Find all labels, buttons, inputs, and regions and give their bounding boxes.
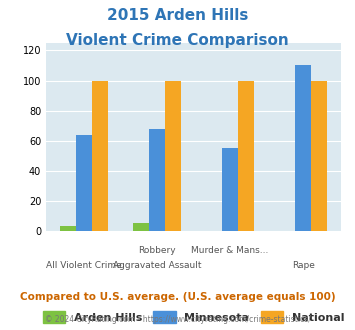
Text: Murder & Mans...: Murder & Mans... [191, 246, 269, 255]
Bar [295, 65, 311, 231]
Bar [92, 81, 108, 231]
Bar [238, 81, 254, 231]
Bar [222, 148, 238, 231]
Bar [133, 223, 149, 231]
Bar [76, 135, 92, 231]
Bar [311, 81, 327, 231]
Bar [165, 81, 181, 231]
Text: Robbery: Robbery [138, 246, 176, 255]
Text: Violent Crime Comparison: Violent Crime Comparison [66, 33, 289, 48]
Text: Compared to U.S. average. (U.S. average equals 100): Compared to U.S. average. (U.S. average … [20, 292, 335, 302]
Text: 2015 Arden Hills: 2015 Arden Hills [107, 8, 248, 23]
Legend: Arden Hills, Minnesota, National: Arden Hills, Minnesota, National [39, 308, 348, 326]
Bar [149, 129, 165, 231]
Text: All Violent Crime: All Violent Crime [46, 261, 121, 270]
Text: © 2024 CityRating.com - https://www.cityrating.com/crime-statistics/: © 2024 CityRating.com - https://www.city… [45, 315, 310, 324]
Text: Aggravated Assault: Aggravated Assault [113, 261, 201, 270]
Bar [60, 226, 76, 231]
Text: Rape: Rape [292, 261, 315, 270]
